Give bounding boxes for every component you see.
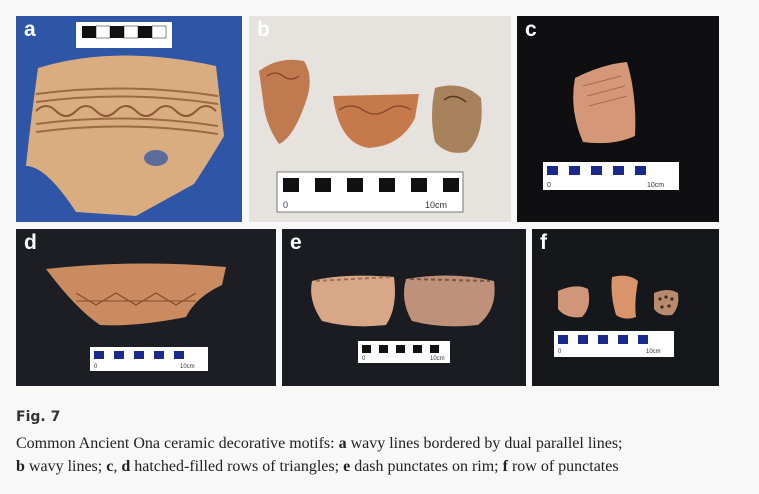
sherd-f2 (611, 275, 638, 319)
panel-d-image: 0 10cm (16, 229, 276, 386)
caption-letter-d: d (121, 458, 131, 475)
figure-caption: Common Ancient Ona ceramic decorative mo… (16, 432, 756, 478)
panel-letter-d: d (24, 231, 37, 254)
caption-intro: Common Ancient Ona ceramic decorative mo… (16, 435, 339, 452)
sherd-e1 (311, 275, 395, 327)
panel-letter-b: b (257, 18, 270, 41)
sherd-f3 (654, 290, 679, 316)
panel-a-image (16, 16, 242, 222)
caption-text-e: dash punctates on rim; (350, 458, 503, 475)
caption-letter-e: e (343, 458, 351, 475)
panel-c-image: 0 10cm (517, 16, 719, 222)
caption-text-a: wavy lines bordered by dual parallel lin… (346, 435, 623, 452)
panel-letter-f: f (540, 231, 547, 254)
panel-letter-a: a (24, 18, 36, 41)
sherd-b1 (259, 59, 310, 144)
panel-c-photo: 0 10cm c (517, 16, 719, 222)
panel-e-photo: 0 10cm e (282, 229, 526, 386)
caption-letter-f: f (502, 458, 508, 475)
caption-text-f: row of punctates (507, 458, 619, 475)
panel-letter-c: c (525, 18, 537, 41)
scale-b-zero: 0 (283, 200, 288, 210)
scale-d-label: 10cm (180, 364, 195, 370)
caption-letter-b: b (16, 458, 25, 475)
caption-text-b: wavy lines; (24, 458, 107, 475)
scale-bar-b (276, 171, 464, 213)
figure-label: Fig. 7 (16, 409, 61, 425)
panel-f-image: 0 10cm (532, 229, 719, 386)
sherd-b3 (432, 85, 482, 153)
scale-f-label: 10cm (646, 349, 661, 355)
scale-e-zero: 0 (362, 356, 366, 362)
sherd-b2 (333, 94, 419, 148)
scale-bar-f (554, 331, 674, 357)
scale-bar-d (90, 347, 208, 371)
scale-bar-c (543, 162, 679, 190)
scale-e-label: 10cm (430, 356, 445, 362)
scale-d-zero: 0 (94, 364, 98, 370)
caption-comma: , (113, 458, 122, 475)
caption-letter-c: c (106, 458, 114, 475)
scale-f-zero: 0 (558, 349, 562, 355)
panel-b-photo: 0 10cm b (249, 16, 511, 222)
sherd-c (573, 62, 636, 144)
scale-c-label: 10cm (647, 182, 664, 189)
panel-letter-e: e (290, 231, 302, 254)
sherd-d (46, 263, 226, 326)
panel-b-image: 0 10cm (249, 16, 511, 222)
sherd-f1 (558, 286, 590, 318)
caption-text-d: hatched-filled rows of triangles; (130, 458, 344, 475)
panel-e-image: 0 10cm (282, 229, 526, 386)
scale-c-zero: 0 (547, 182, 551, 189)
caption-letter-a: a (338, 435, 347, 452)
panel-a-photo: a (16, 16, 242, 222)
panel-f-photo: 0 10cm f (532, 229, 719, 386)
panel-d-photo: 0 10cm d (16, 229, 276, 386)
sherd-a (26, 55, 224, 217)
scale-b-label: 10cm (425, 200, 447, 210)
sherd-e2 (404, 275, 495, 327)
